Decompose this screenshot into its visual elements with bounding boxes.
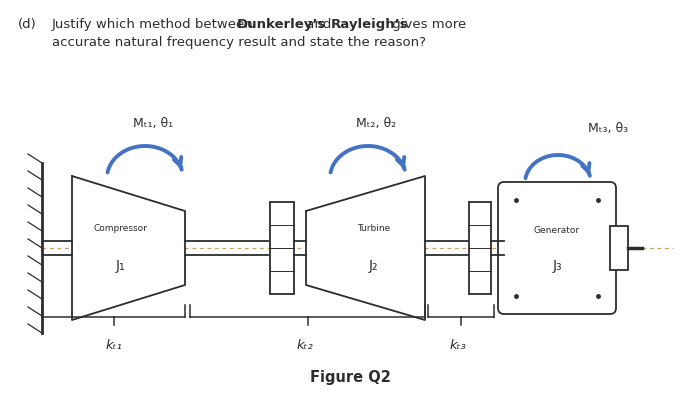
- Text: J₂: J₂: [369, 259, 378, 273]
- Polygon shape: [72, 176, 185, 320]
- Text: Mₜ₃, θ₃: Mₜ₃, θ₃: [588, 122, 628, 135]
- Text: Justify which method between: Justify which method between: [52, 18, 258, 31]
- Text: accurate natural frequency result and state the reason?: accurate natural frequency result and st…: [52, 36, 426, 49]
- Text: kₜ₃: kₜ₃: [449, 339, 466, 352]
- Text: Mₜ₂, θ₂: Mₜ₂, θ₂: [356, 117, 396, 130]
- Text: J₃: J₃: [552, 259, 562, 273]
- Text: Compressor: Compressor: [94, 223, 148, 232]
- Bar: [469, 202, 491, 294]
- Text: and: and: [302, 18, 335, 31]
- Text: Generator: Generator: [534, 225, 580, 234]
- Text: kₜ₂: kₜ₂: [297, 339, 314, 352]
- Text: Mₜ₁, θ₁: Mₜ₁, θ₁: [133, 117, 173, 130]
- FancyBboxPatch shape: [498, 182, 616, 314]
- Text: Rayleigh’s: Rayleigh’s: [331, 18, 409, 31]
- Text: (d): (d): [18, 18, 36, 31]
- Polygon shape: [306, 176, 425, 320]
- Text: gives more: gives more: [388, 18, 466, 31]
- Text: kₜ₁: kₜ₁: [105, 339, 122, 352]
- Text: Turbine: Turbine: [357, 223, 390, 232]
- Text: Dunkerley’s: Dunkerley’s: [237, 18, 326, 31]
- Bar: [610, 226, 628, 270]
- Text: J₁: J₁: [116, 259, 125, 273]
- Bar: [270, 202, 294, 294]
- Text: Figure Q2: Figure Q2: [309, 370, 391, 385]
